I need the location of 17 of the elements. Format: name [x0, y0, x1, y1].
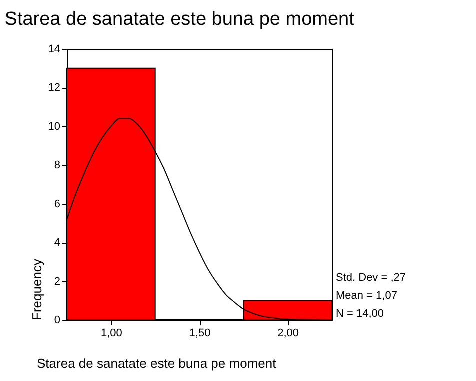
x-tick-label: 1,50 [189, 328, 211, 340]
text: Mean = 1,07 [336, 290, 398, 302]
y-tick-label: 0 [54, 314, 60, 326]
y-tick-label: 6 [54, 198, 60, 210]
y-tick-label: 4 [54, 237, 60, 250]
y-tick-label: 2 [54, 276, 60, 288]
y-tick-label: 8 [54, 160, 60, 172]
y-tick-label: 14 [48, 44, 60, 56]
y-axis-title: Frequency [29, 258, 44, 320]
y-tick-label: 12 [48, 82, 60, 94]
x-axis-title: Starea de sanatate este buna pe moment [37, 356, 277, 371]
y-tick-label: 10 [48, 120, 60, 133]
x-tick-label: 2,00 [278, 328, 300, 340]
chart-title: Starea de sanatate este buna pe moment [4, 9, 356, 30]
text: Std. Dev = ,27 [336, 272, 406, 284]
text: N = 14,00 [336, 308, 384, 320]
x-tick-label: 1,00 [100, 328, 122, 340]
